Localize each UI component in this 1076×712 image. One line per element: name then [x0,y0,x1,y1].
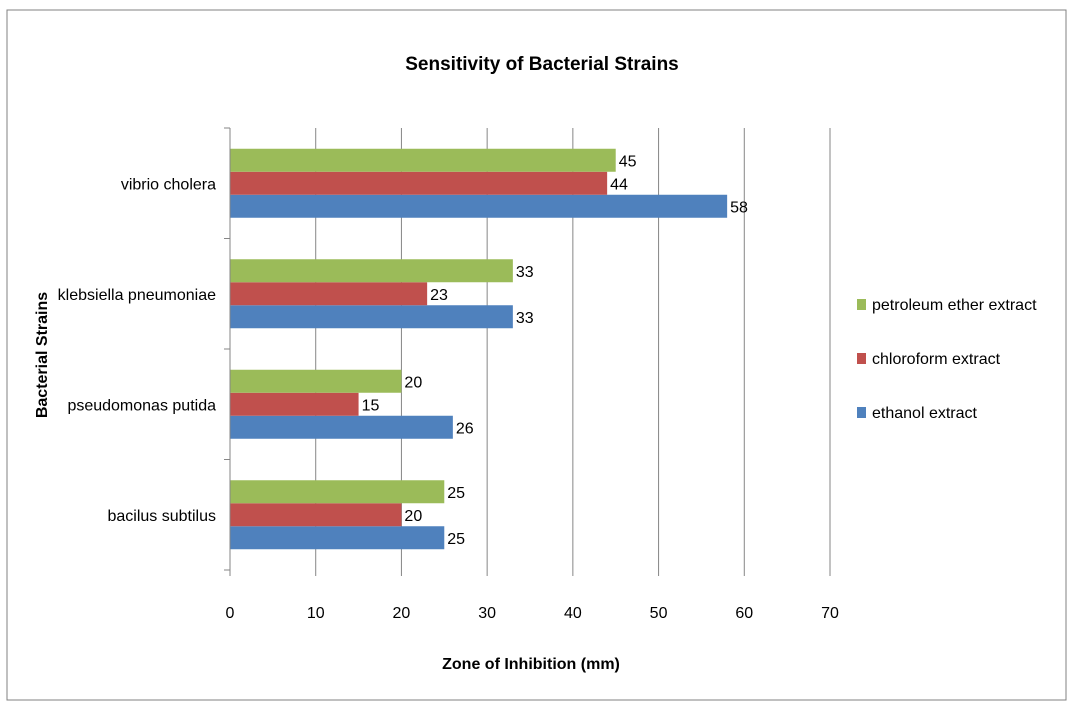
bar [230,526,445,550]
bar [230,305,513,329]
data-label: 44 [610,176,628,193]
bar [230,369,402,393]
bars-layer: 25 20 25 26 15 20 33 23 33 58 44 45 [230,148,748,550]
bar [230,259,513,283]
x-tick-label: 70 [821,605,839,622]
x-tick-label: 0 [226,605,235,622]
legend-label: petroleum ether extract [872,297,1037,314]
bar [230,415,453,439]
axis-layer: 0 10 20 30 40 50 60 70 bacilus subtilus pseudomon… [58,127,839,622]
chart-border [6,9,1067,701]
data-label: 20 [404,374,422,391]
bar [230,480,445,504]
data-label: 45 [619,153,637,170]
data-label: 33 [516,310,534,327]
legend-swatch [857,353,866,364]
legend: petroleum ether extract chloroform extrac… [857,297,1037,422]
legend-swatch [857,299,866,310]
x-tick-label: 10 [307,605,325,622]
data-label: 25 [447,485,465,502]
data-label: 20 [404,508,422,525]
chart-title: Sensitivity of Bacterial Strains [405,54,679,75]
x-tick-label: 50 [650,605,668,622]
x-tick-label: 60 [735,605,753,622]
bar [230,194,728,218]
bar [230,392,359,416]
y-category-label: pseudomonas putida [67,397,216,414]
x-tick-label: 20 [393,605,411,622]
data-label: 25 [447,531,465,548]
bar [230,171,608,195]
x-axis-title: Zone of Inhibition (mm) [442,656,620,673]
y-category-label: vibrio cholera [121,176,216,193]
bar [230,282,428,306]
data-label: 15 [362,397,380,414]
y-category-label: bacilus subtilus [108,508,217,525]
data-label: 23 [430,287,448,304]
x-tick-label: 40 [564,605,582,622]
x-tick-label: 30 [478,605,496,622]
data-label: 26 [456,420,474,437]
y-axis-title: Bacterial Strains [34,292,51,418]
legend-label: chloroform extract [872,351,1001,368]
bar [230,148,616,172]
legend-swatch [857,407,866,418]
data-label: 33 [516,264,534,281]
legend-label: ethanol extract [872,405,978,422]
y-category-label: klebsiella pneumoniae [58,287,216,304]
bar [230,503,402,527]
data-label: 58 [730,199,748,216]
